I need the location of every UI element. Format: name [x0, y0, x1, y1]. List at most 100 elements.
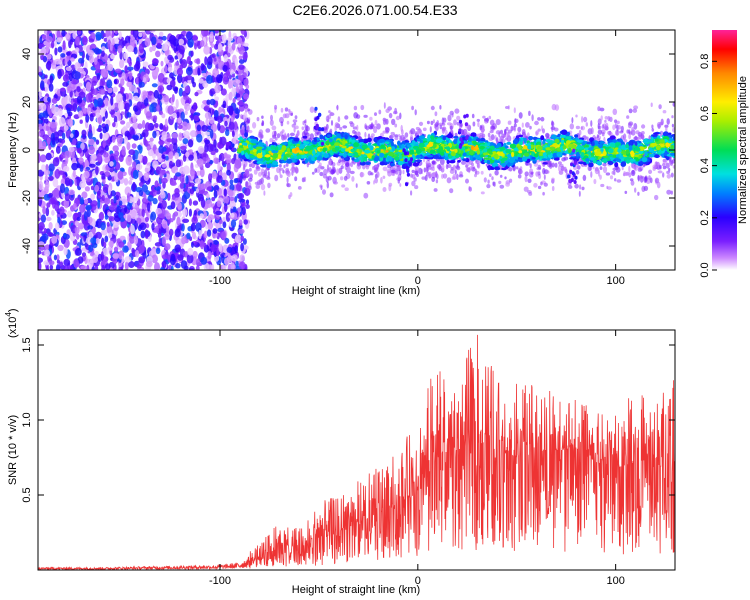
noise-cell: [238, 228, 245, 234]
noise-cell: [118, 212, 124, 219]
noise-cell: [174, 244, 181, 253]
halo-cell: [420, 168, 423, 175]
noise-cell: [241, 201, 246, 208]
noise-cell: [166, 84, 173, 91]
halo-cell: [633, 123, 638, 130]
noise-cell: [186, 31, 193, 41]
halo-cell: [537, 117, 541, 121]
noise-cell: [95, 112, 101, 118]
halo-cell: [337, 116, 341, 123]
noise-cell: [176, 216, 181, 226]
noise-cell: [195, 170, 202, 176]
halo-cell: [353, 105, 358, 111]
noise-cell: [221, 160, 225, 166]
noise-cell: [77, 256, 84, 264]
halo-cell: [605, 126, 609, 131]
halo-cell: [514, 118, 519, 124]
noise-cell: [132, 154, 136, 161]
noise-cell: [178, 87, 183, 97]
noise-cell: [211, 53, 216, 58]
noise-cell: [80, 197, 84, 205]
noise-cell: [195, 265, 200, 270]
halo-cell: [336, 105, 339, 110]
noise-cell: [159, 170, 163, 179]
noise-cell: [135, 163, 143, 170]
noise-cell: [187, 38, 194, 48]
halo-cell: [475, 160, 479, 165]
halo-cell: [575, 114, 578, 118]
halo-cell: [346, 166, 351, 174]
noise-cell: [77, 147, 82, 154]
noise-cell: [133, 95, 139, 101]
noise-cell: [77, 110, 84, 118]
noise-cell: [99, 88, 106, 95]
noise-cell: [177, 254, 184, 261]
halo-cell: [350, 161, 354, 168]
noise-cell: [39, 103, 47, 112]
noise-cell: [100, 221, 106, 231]
halo-cell: [665, 125, 668, 133]
noise-cell: [234, 245, 238, 254]
noise-cell: [118, 200, 123, 206]
noise-cell: [198, 229, 202, 240]
noise-cell: [96, 190, 101, 196]
halo-cell: [504, 176, 507, 180]
noise-cell: [229, 196, 235, 201]
noise-cell: [178, 38, 185, 46]
noise-cell: [245, 199, 250, 205]
halo-cell: [531, 114, 534, 122]
halo-cell: [393, 111, 398, 115]
halo-cell: [242, 166, 246, 171]
noise-cell: [164, 118, 168, 128]
noise-cell: [159, 123, 164, 130]
noise-cell: [85, 114, 90, 123]
noise-cell: [235, 260, 239, 268]
noise-cell: [99, 132, 103, 140]
noise-cell: [44, 244, 51, 249]
noise-cell: [38, 140, 43, 149]
noise-cell: [174, 228, 181, 238]
halo-cell: [488, 136, 494, 142]
noise-cell: [225, 129, 230, 137]
noise-cell: [108, 204, 115, 211]
noise-cell: [103, 33, 107, 38]
noise-cell: [49, 121, 57, 129]
noise-cell: [53, 254, 58, 261]
noise-cell: [161, 163, 167, 168]
noise-cell: [79, 180, 86, 189]
halo-cell: [431, 176, 436, 182]
noise-cell: [237, 43, 241, 48]
halo-cell: [411, 105, 414, 111]
noise-cell: [76, 233, 80, 240]
noise-cell: [124, 256, 132, 263]
noise-cell: [135, 250, 140, 258]
noise-cell: [151, 83, 158, 88]
noise-cell: [138, 43, 144, 54]
noise-cell: [79, 119, 83, 124]
halo-cell: [322, 173, 327, 179]
noise-cell: [231, 130, 235, 138]
halo-cell: [535, 171, 539, 177]
noise-cell: [73, 258, 79, 269]
noise-cell: [240, 30, 246, 35]
noise-cell: [101, 173, 106, 180]
halo-cell: [630, 169, 636, 177]
noise-cell: [193, 151, 198, 162]
noise-cell: [58, 108, 63, 118]
noise-cell: [90, 237, 97, 244]
noise-cell: [155, 50, 161, 58]
noise-cell: [217, 122, 221, 131]
halo-cell: [390, 131, 395, 136]
noise-cell: [170, 181, 177, 186]
noise-cell: [85, 204, 92, 211]
halo-cell: [518, 112, 523, 119]
noise-cell: [185, 151, 190, 158]
noise-cell: [58, 117, 66, 127]
halo-cell: [388, 182, 393, 187]
noise-cell: [204, 131, 211, 136]
noise-cell: [103, 197, 111, 205]
noise-cell: [138, 81, 145, 88]
noise-cell: [182, 165, 190, 175]
halo-cell: [256, 117, 260, 122]
halo-cell: [498, 180, 502, 185]
